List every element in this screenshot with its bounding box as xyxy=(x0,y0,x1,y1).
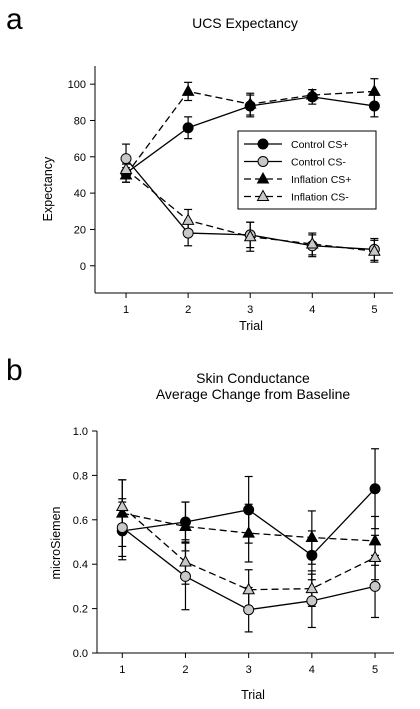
panel-b-point-3 xyxy=(305,581,319,594)
panel-b-point-1 xyxy=(243,604,255,616)
panel-a-point-0 xyxy=(182,122,194,134)
panel-b-point-2 xyxy=(242,526,256,538)
panel-b-point-3 xyxy=(242,582,256,595)
panel-b-point-1 xyxy=(306,595,318,607)
panel-a-point-3 xyxy=(243,229,257,242)
panel-a-point-3 xyxy=(368,244,381,256)
panel-b-point-3 xyxy=(115,499,129,511)
panel-a-xtick-label: 5 xyxy=(371,304,377,316)
panel-a-ytick-label: 80 xyxy=(74,115,86,127)
panel-a-point-2 xyxy=(181,84,195,96)
panel-a-ytick-label: 0 xyxy=(80,261,86,273)
panel-a-legend-label: Inflation CS+ xyxy=(291,174,351,186)
panel-a-ylabel: Expectancy xyxy=(41,156,55,221)
panel-b-ytick-label: 0.0 xyxy=(73,648,88,660)
panel-b-point-0 xyxy=(306,549,318,561)
panel-a-legend-label: Control CS- xyxy=(291,157,346,169)
panel-a-legend-marker xyxy=(257,156,269,167)
panel-a-legend-marker xyxy=(256,171,270,184)
panel-a-letter: a xyxy=(6,3,23,36)
panel-b-ytick-label: 0.2 xyxy=(73,604,88,616)
panel-b-series-line-2 xyxy=(122,512,376,542)
panel-b-ylabel: microSiemen xyxy=(49,506,63,579)
panel-b-point-2 xyxy=(115,506,129,518)
panel-b-point-1 xyxy=(179,570,191,582)
panel-b-xtick-label: 5 xyxy=(372,664,378,676)
panel-a-legend-label: Inflation CS- xyxy=(291,192,349,204)
panel-a-xtick-label: 4 xyxy=(309,304,315,316)
panel-b-point-0 xyxy=(369,483,381,495)
panel-a-ytick-label: 40 xyxy=(74,188,86,200)
panel-b-ytick-label: 0.6 xyxy=(73,515,88,527)
panel-a-point-2 xyxy=(368,84,381,96)
panel-a-xlabel: Trial xyxy=(239,319,263,333)
panel-a-point-3 xyxy=(181,213,195,225)
panel-a-xtick-label: 3 xyxy=(247,304,253,316)
panel-b-ytick-label: 1.0 xyxy=(73,426,88,438)
panel-a-ytick-label: 60 xyxy=(74,152,86,164)
panel-b-point-2 xyxy=(179,519,192,531)
panel-b-point-3 xyxy=(179,554,192,567)
panel-a-point-2 xyxy=(243,97,257,109)
panel-a-point-1 xyxy=(120,153,132,165)
panel-b-letter: b xyxy=(6,354,23,387)
panel-a-legend-marker xyxy=(256,189,270,201)
panel-a-plot: 0 20 40 60 80 100 1 2 3 4 5 Control CS+ Control CS- I… xyxy=(68,66,393,316)
panel-a-legend-marker xyxy=(257,138,269,150)
panel-b-point-1 xyxy=(116,522,128,534)
panel-b-xtick-label: 2 xyxy=(182,664,188,676)
panel-a-legend-label: Control CS+ xyxy=(291,139,348,151)
panel-b-plot: 0.0 0.2 0.4 0.6 0.8 1.0 1 2 3 4 5 xyxy=(73,426,394,676)
panel-b-point-3 xyxy=(368,550,382,563)
panel-b-ytick-label: 0.4 xyxy=(73,559,88,571)
panel-b-subtitle: Average Change from Baseline xyxy=(156,386,351,402)
panel-a-point-0 xyxy=(368,100,380,112)
panel-b-point-1 xyxy=(369,580,381,592)
panel-a-point-3 xyxy=(119,162,133,175)
panel-b-title: Skin Conductance xyxy=(196,370,310,386)
panel-a-xtick-label: 2 xyxy=(185,304,191,316)
panel-b-xtick-label: 3 xyxy=(246,664,252,676)
panel-a-xtick-label: 1 xyxy=(123,304,129,316)
panel-b-xlabel: Trial xyxy=(241,688,265,702)
panel-a-point-1 xyxy=(182,227,194,239)
panel-a-title: UCS Expectancy xyxy=(192,15,298,31)
panel-b-point-0 xyxy=(243,504,255,516)
panel-b-xtick-label: 1 xyxy=(119,664,125,676)
panel-b-point-2 xyxy=(368,533,382,546)
panel-b-point-2 xyxy=(305,530,319,543)
panel-b-ytick-label: 0.8 xyxy=(73,470,88,482)
panel-b-xtick-label: 4 xyxy=(309,664,315,676)
panel-a-point-2 xyxy=(305,88,319,100)
panel-a-ytick-label: 20 xyxy=(74,224,86,236)
panel-a-point-3 xyxy=(305,236,319,249)
panel-a-ytick-label: 100 xyxy=(68,79,86,91)
panel-b-series-line-3 xyxy=(121,505,376,591)
